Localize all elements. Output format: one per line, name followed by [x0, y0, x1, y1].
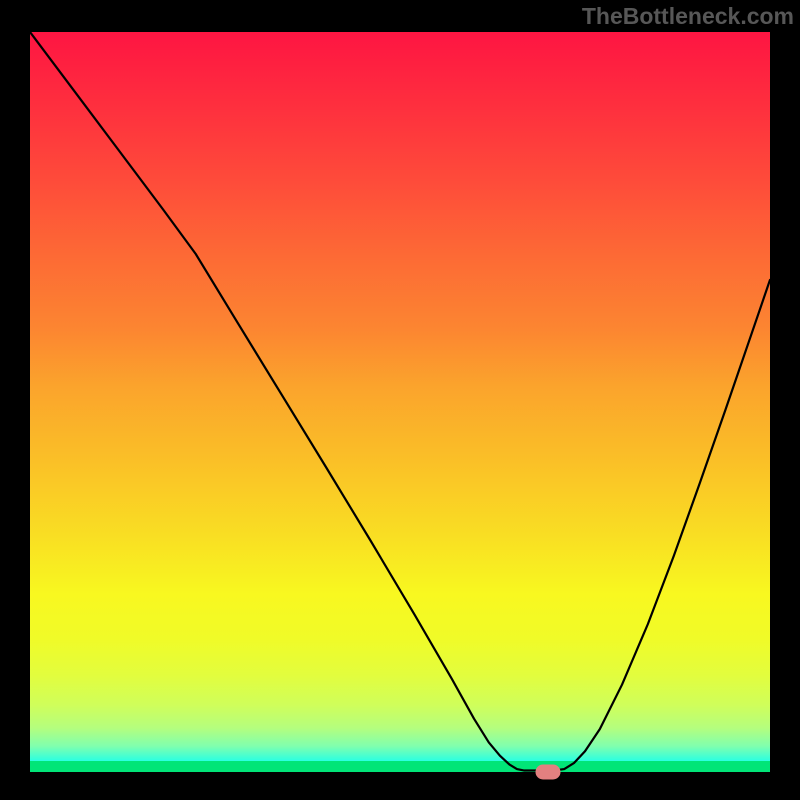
curve-layer [30, 32, 770, 772]
bottleneck-curve [30, 32, 770, 771]
chart-plot-area [30, 32, 770, 772]
watermark-text: TheBottleneck.com [582, 3, 794, 30]
optimal-point-marker [536, 765, 561, 780]
